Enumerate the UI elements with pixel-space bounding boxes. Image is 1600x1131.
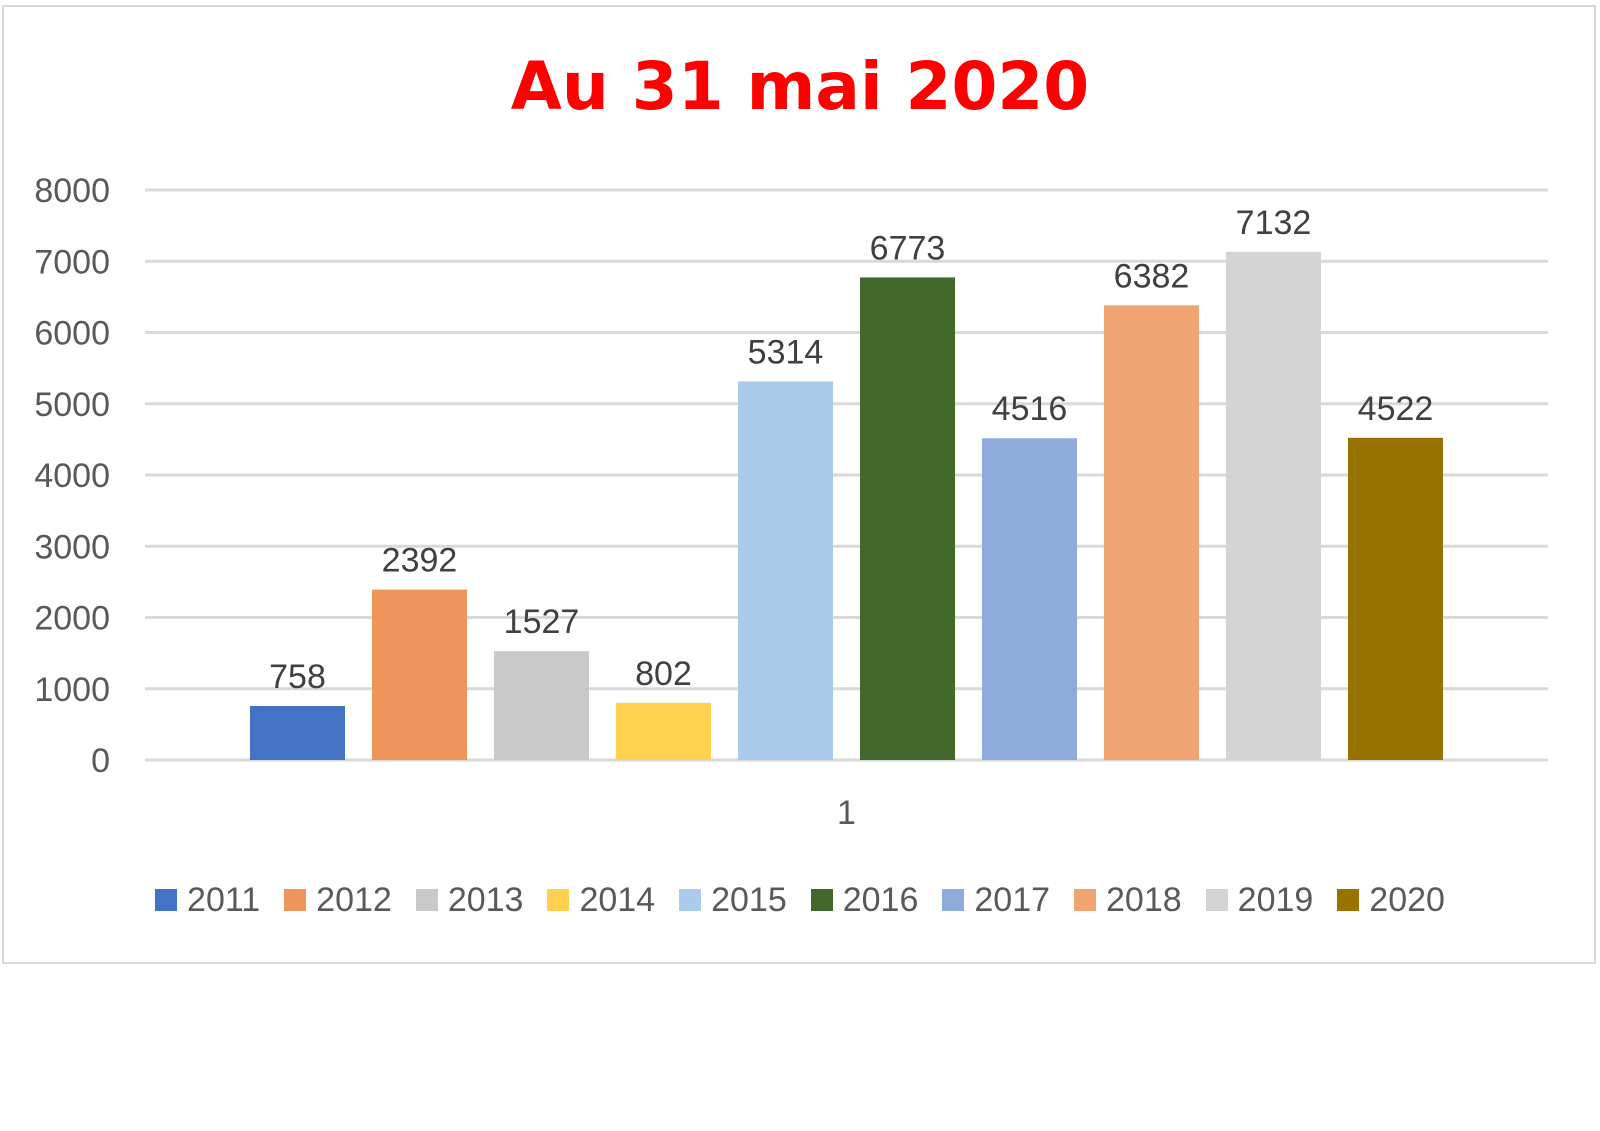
data-label-2015: 5314 <box>748 333 824 371</box>
legend-label: 2016 <box>842 880 919 919</box>
bar-2020 <box>1348 437 1443 760</box>
legend-item-2013: 2013 <box>415 880 524 920</box>
legend-swatch <box>942 889 965 911</box>
legend-label: 2015 <box>711 880 787 919</box>
data-label-2012: 2392 <box>382 542 458 580</box>
legend-item-2018: 2018 <box>1074 881 1182 920</box>
legend-item-2016: 2016 <box>810 880 919 920</box>
legend-swatch <box>810 889 833 911</box>
legend-label: 2012 <box>316 880 392 919</box>
legend-item-2019: 2019 <box>1205 880 1314 920</box>
data-label-2014: 802 <box>635 655 692 693</box>
legend-label: 2014 <box>579 880 656 919</box>
legend-swatch <box>1074 889 1097 911</box>
x-tick-label: 1 <box>837 794 856 832</box>
legend-item-2017: 2017 <box>942 881 1050 920</box>
legend-label: 2019 <box>1237 880 1314 919</box>
y-tick-label: 7000 <box>34 243 110 281</box>
chart-legend: 2011 2012 2013 2014 2015 2016 2017 2018 2019 2020 <box>0 878 1600 922</box>
bar-2019 <box>1226 251 1321 760</box>
y-tick-label: 4000 <box>34 457 110 495</box>
bar-2015 <box>738 381 833 760</box>
bar-2018 <box>1104 305 1199 760</box>
legend-swatch <box>547 889 570 911</box>
data-label-2011: 758 <box>269 658 326 696</box>
legend-label: 2011 <box>187 880 261 919</box>
legend-item-2012: 2012 <box>284 881 392 920</box>
data-label-2016: 6773 <box>870 229 946 267</box>
legend-swatch <box>284 889 307 911</box>
data-label-2017: 4516 <box>992 390 1068 428</box>
data-label-2019: 7132 <box>1236 204 1312 242</box>
legend-label: 2020 <box>1369 880 1445 919</box>
legend-swatch <box>1337 889 1360 911</box>
legend-item-2020: 2020 <box>1337 881 1445 920</box>
data-label-2020: 4522 <box>1358 390 1434 428</box>
bar-2017 <box>982 438 1077 760</box>
y-tick-label: 0 <box>91 742 110 780</box>
chart-title: Au 31 mai 2020 <box>510 48 1090 125</box>
legend-label: 2018 <box>1106 880 1182 919</box>
legend-swatch <box>155 889 178 911</box>
legend-label: 2017 <box>974 880 1051 919</box>
y-tick-label: 1000 <box>34 671 110 709</box>
legend-item-2015: 2015 <box>679 881 787 920</box>
data-label-2013: 1527 <box>504 603 580 641</box>
legend-item-2011: 2011 <box>155 881 260 920</box>
y-tick-label: 3000 <box>34 528 110 566</box>
legend-label: 2013 <box>447 880 524 919</box>
y-tick-label: 5000 <box>34 386 110 424</box>
y-tick-label: 6000 <box>34 315 110 353</box>
bar-2016 <box>860 277 955 760</box>
legend-item-2014: 2014 <box>547 881 655 920</box>
y-tick-label: 2000 <box>34 600 110 638</box>
bar-2012 <box>372 589 467 760</box>
bar-2014 <box>616 702 711 760</box>
bar-2013 <box>494 651 589 760</box>
y-tick-label: 8000 <box>34 172 110 210</box>
legend-swatch <box>679 889 702 911</box>
data-label-2018: 6382 <box>1114 257 1190 295</box>
bar-2011 <box>250 705 345 760</box>
legend-swatch <box>1205 889 1228 911</box>
legend-swatch <box>415 889 438 911</box>
